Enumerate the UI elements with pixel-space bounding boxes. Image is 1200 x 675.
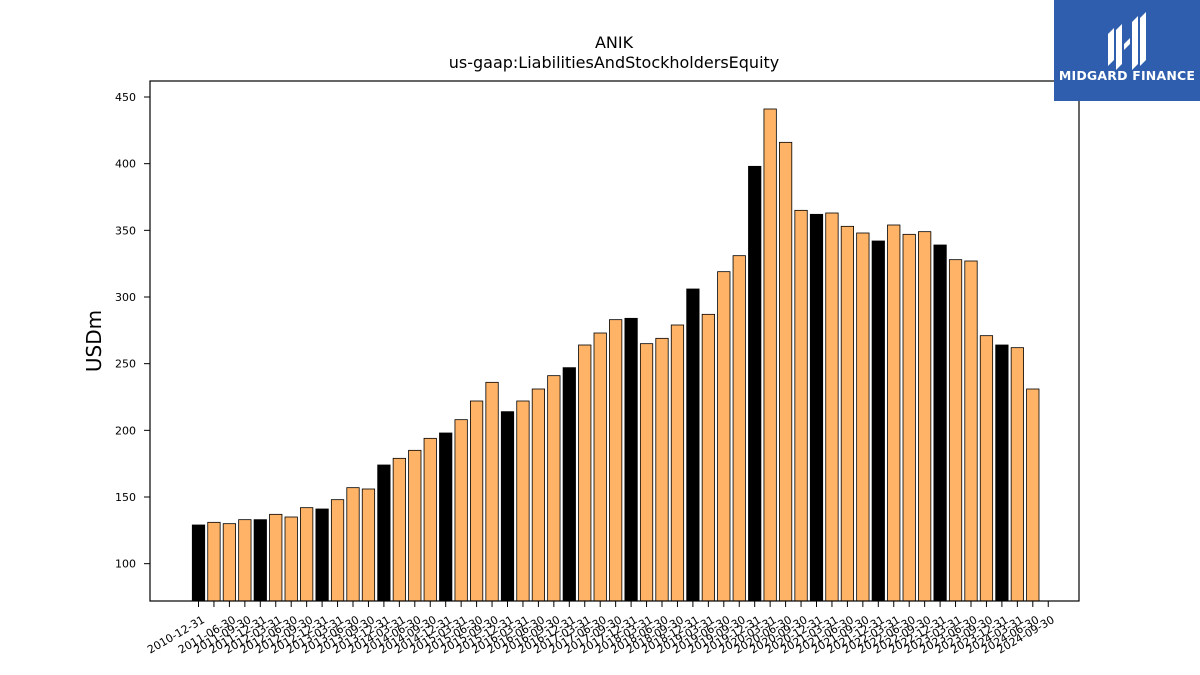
bar-2016-09-30 xyxy=(547,375,561,602)
chart-subtitle: us-gaap:LiabilitiesAndStockholdersEquity xyxy=(449,53,780,72)
bar-2014-06-30 xyxy=(408,449,422,602)
brand-name: MIDGARD FINANCE xyxy=(1058,68,1196,83)
bar-2012-09-30 xyxy=(300,507,314,602)
y-tick-label: 350 xyxy=(115,224,136,237)
brand-logo: MIDGARD FINANCE xyxy=(1054,0,1200,101)
bar-2017-12-31 xyxy=(624,317,638,602)
bar-2015-12-31 xyxy=(500,411,515,602)
bar-2012-12-31 xyxy=(315,508,329,602)
bar-2017-03-31 xyxy=(578,344,592,602)
bar-2011-12-31 xyxy=(253,519,267,602)
bar-2015-06-30 xyxy=(469,400,484,602)
bar-2018-06-30 xyxy=(655,337,669,602)
brand-logo-icon xyxy=(1108,12,1146,70)
bar-2023-03-31 xyxy=(948,259,963,602)
y-tick-label: 300 xyxy=(115,291,136,304)
y-axis: 100 150 200 250 300 350 400 450 xyxy=(115,91,150,571)
bar-2015-09-30 xyxy=(485,381,499,602)
bar-2013-09-30 xyxy=(361,488,376,602)
bar-2012-06-30 xyxy=(284,516,298,602)
bar-2014-12-31 xyxy=(439,432,453,602)
bar-2022-09-30 xyxy=(918,231,932,602)
bar-2011-03-31 xyxy=(207,521,221,602)
bar-2011-09-30 xyxy=(238,519,252,602)
bar-2013-06-30 xyxy=(346,487,360,602)
bar-2020-06-30 xyxy=(779,141,793,602)
bar-2023-09-30 xyxy=(979,335,994,602)
bar-2019-03-31 xyxy=(701,313,715,602)
bar-2014-09-30 xyxy=(423,437,437,602)
y-tick-label: 450 xyxy=(115,91,136,104)
bar-2011-06-30 xyxy=(222,523,236,602)
plot-frame xyxy=(149,80,1080,602)
bars-group xyxy=(191,108,1040,602)
y-tick-label: 150 xyxy=(115,491,136,504)
x-axis: 2010-12-312011-06-302011-09-302011-12-31… xyxy=(145,601,1057,656)
bar-2022-06-30 xyxy=(902,233,916,602)
bar-2016-12-31 xyxy=(562,367,576,602)
bar-2021-12-31 xyxy=(871,240,885,602)
bar-2021-03-31 xyxy=(825,212,839,602)
bar-2024-03-31 xyxy=(1010,347,1024,602)
bar-2019-06-30 xyxy=(717,271,731,602)
bar-2022-03-31 xyxy=(887,224,901,602)
bar-2024-06-30 xyxy=(1026,388,1040,602)
y-tick-label: 400 xyxy=(115,158,136,171)
bar-2012-03-31 xyxy=(269,513,283,602)
y-tick-label: 100 xyxy=(115,558,136,571)
bar-2017-09-30 xyxy=(609,319,623,602)
bar-2015-03-31 xyxy=(454,419,468,602)
y-axis-label: USDm xyxy=(82,310,106,372)
bar-2020-12-31 xyxy=(809,213,824,602)
bar-2017-06-30 xyxy=(593,332,607,602)
bar-2016-03-31 xyxy=(516,400,530,602)
bar-2016-06-30 xyxy=(531,388,546,602)
bar-2022-12-31 xyxy=(933,244,947,602)
bar-2019-09-30 xyxy=(732,255,746,602)
bar-2023-12-31 xyxy=(995,344,1009,602)
bar-2014-03-31 xyxy=(392,457,406,602)
bar-2018-12-31 xyxy=(686,288,700,602)
bar-2019-12-31 xyxy=(748,165,762,602)
bar-2018-03-31 xyxy=(639,343,654,602)
bar-2010-12-31 xyxy=(191,524,206,602)
bar-2020-09-30 xyxy=(794,209,808,602)
bar-2018-09-30 xyxy=(670,324,685,602)
bar-2021-06-30 xyxy=(840,225,855,602)
bar-2023-06-30 xyxy=(964,260,978,602)
bar-2013-12-31 xyxy=(377,464,391,602)
bar-2021-09-30 xyxy=(856,232,870,602)
bar-2020-03-31 xyxy=(763,108,777,602)
chart-title: ANIK xyxy=(595,33,634,52)
bar-2013-03-31 xyxy=(330,499,345,602)
y-tick-label: 250 xyxy=(115,358,136,371)
y-tick-label: 200 xyxy=(115,424,136,437)
